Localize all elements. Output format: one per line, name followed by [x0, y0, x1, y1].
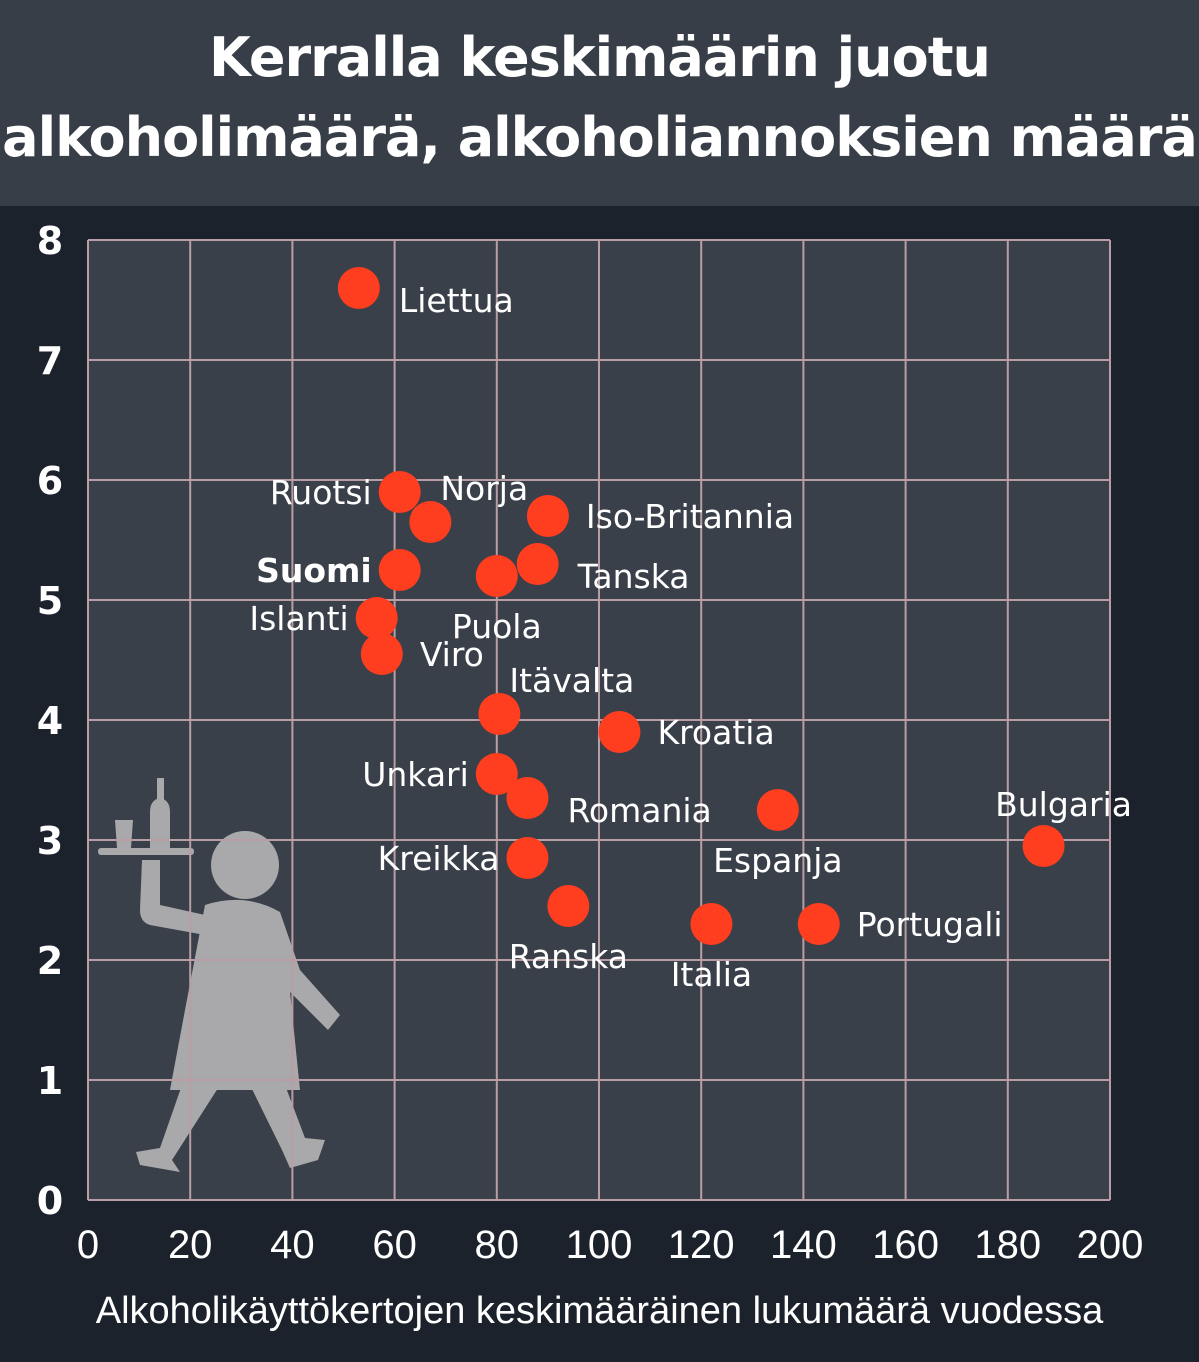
point-label: Iso-Britannia	[586, 497, 794, 536]
waiter-with-tray-icon	[98, 778, 340, 1172]
point-marker	[409, 501, 452, 543]
x-tick-label: 0	[77, 1223, 99, 1267]
point-label: Bulgaria	[995, 785, 1132, 824]
point-label: Espanja	[713, 841, 843, 880]
point-label: Unkari	[362, 755, 469, 794]
point-marker	[547, 885, 590, 927]
data-point-norja: Norja	[409, 469, 528, 543]
data-point-liettua: Liettua	[337, 267, 514, 320]
y-tick-label: 1	[37, 1059, 63, 1103]
point-label: Puola	[452, 607, 542, 646]
point-marker	[756, 789, 799, 831]
point-marker	[475, 753, 518, 795]
y-tick-label: 5	[37, 579, 63, 623]
point-label: Ruotsi	[270, 473, 372, 512]
point-label: Norja	[440, 469, 528, 508]
point-marker	[506, 837, 549, 879]
point-label: Portugali	[857, 905, 1003, 944]
data-point-bulgaria: Bulgaria	[995, 785, 1132, 867]
point-label: Ranska	[509, 937, 628, 976]
point-marker	[378, 549, 421, 591]
x-tick-label: 40	[270, 1223, 315, 1267]
data-point-espanja: Espanja	[713, 789, 843, 880]
point-marker	[475, 555, 518, 597]
point-label: Suomi	[256, 551, 372, 590]
chart-title-line-2: alkoholimäärä, alkoholiannoksien määrä	[2, 106, 1198, 169]
point-marker	[526, 495, 569, 537]
data-point-iso-britannia: Iso-Britannia	[526, 495, 794, 537]
y-tick-label: 6	[37, 459, 63, 503]
x-tick-label: 20	[168, 1223, 213, 1267]
point-marker	[797, 903, 840, 945]
y-tick-label: 0	[37, 1179, 63, 1223]
point-label: Liettua	[399, 281, 514, 320]
point-marker	[516, 543, 559, 585]
data-point-kroatia: Kroatia	[598, 711, 775, 753]
data-point-kreikka: Kreikka	[378, 837, 549, 879]
x-tick-label: 160	[872, 1223, 939, 1267]
point-marker	[1022, 825, 1065, 867]
grid	[87, 239, 1111, 1201]
point-label: Romania	[567, 791, 711, 830]
data-point-puola: Puola	[452, 555, 542, 646]
x-tick-label: 80	[475, 1223, 520, 1267]
axes: 0 20 40 60 80 100 120 140 160 180 200 0 1 2 3 4 5 6 7 8	[37, 219, 1144, 1267]
data-point-portugali: Portugali	[797, 903, 1003, 945]
point-marker	[690, 903, 733, 945]
data-point-ranska: Ranska	[509, 885, 628, 976]
x-tick-label: 140	[770, 1223, 837, 1267]
point-label: Viro	[420, 635, 484, 674]
x-axis-label: Alkoholikäyttökertojen keskimääräinen lu…	[95, 1290, 1104, 1332]
header: Kerralla keskimäärin juotu alkoholimäärä…	[0, 0, 1199, 206]
point-marker	[360, 633, 403, 675]
point-label: Italia	[671, 955, 752, 994]
y-tick-label: 8	[37, 219, 63, 263]
data-point-tanska: Tanska	[516, 543, 690, 596]
point-label: Itävalta	[509, 661, 634, 700]
y-tick-label: 2	[37, 939, 63, 983]
point-label: Islanti	[249, 599, 348, 638]
point-marker	[478, 693, 521, 735]
data-point-unkari: Unkari	[362, 753, 518, 795]
point-marker	[598, 711, 641, 753]
x-tick-label: 180	[974, 1223, 1041, 1267]
point-marker	[506, 777, 549, 819]
chart-title-line-1: Kerralla keskimäärin juotu	[209, 26, 991, 89]
point-label: Tanska	[577, 557, 690, 596]
point-label: Kroatia	[657, 713, 774, 752]
data-point-ruotsi: Ruotsi	[270, 471, 421, 513]
point-label: Kreikka	[378, 839, 500, 878]
data-point-suomi: Suomi	[256, 549, 421, 591]
data-point-romania: Romania	[506, 777, 712, 830]
data-point-islanti: Islanti	[249, 597, 398, 639]
x-tick-label: 200	[1077, 1223, 1144, 1267]
data-point-viro: Viro	[360, 633, 484, 675]
x-tick-label: 100	[566, 1223, 633, 1267]
data-point-italia: Italia	[671, 903, 752, 994]
point-marker	[378, 471, 421, 513]
y-tick-label: 7	[37, 339, 63, 383]
data-points: Liettua Ruotsi Norja Iso-Britannia Suomi Tans…	[249, 267, 1132, 994]
x-tick-label: 60	[372, 1223, 417, 1267]
y-tick-label: 3	[37, 819, 63, 863]
y-tick-label: 4	[37, 699, 63, 743]
point-marker	[337, 267, 380, 309]
point-marker	[355, 597, 398, 639]
x-tick-label: 120	[668, 1223, 735, 1267]
data-point-itävalta: Itävalta	[478, 661, 634, 735]
